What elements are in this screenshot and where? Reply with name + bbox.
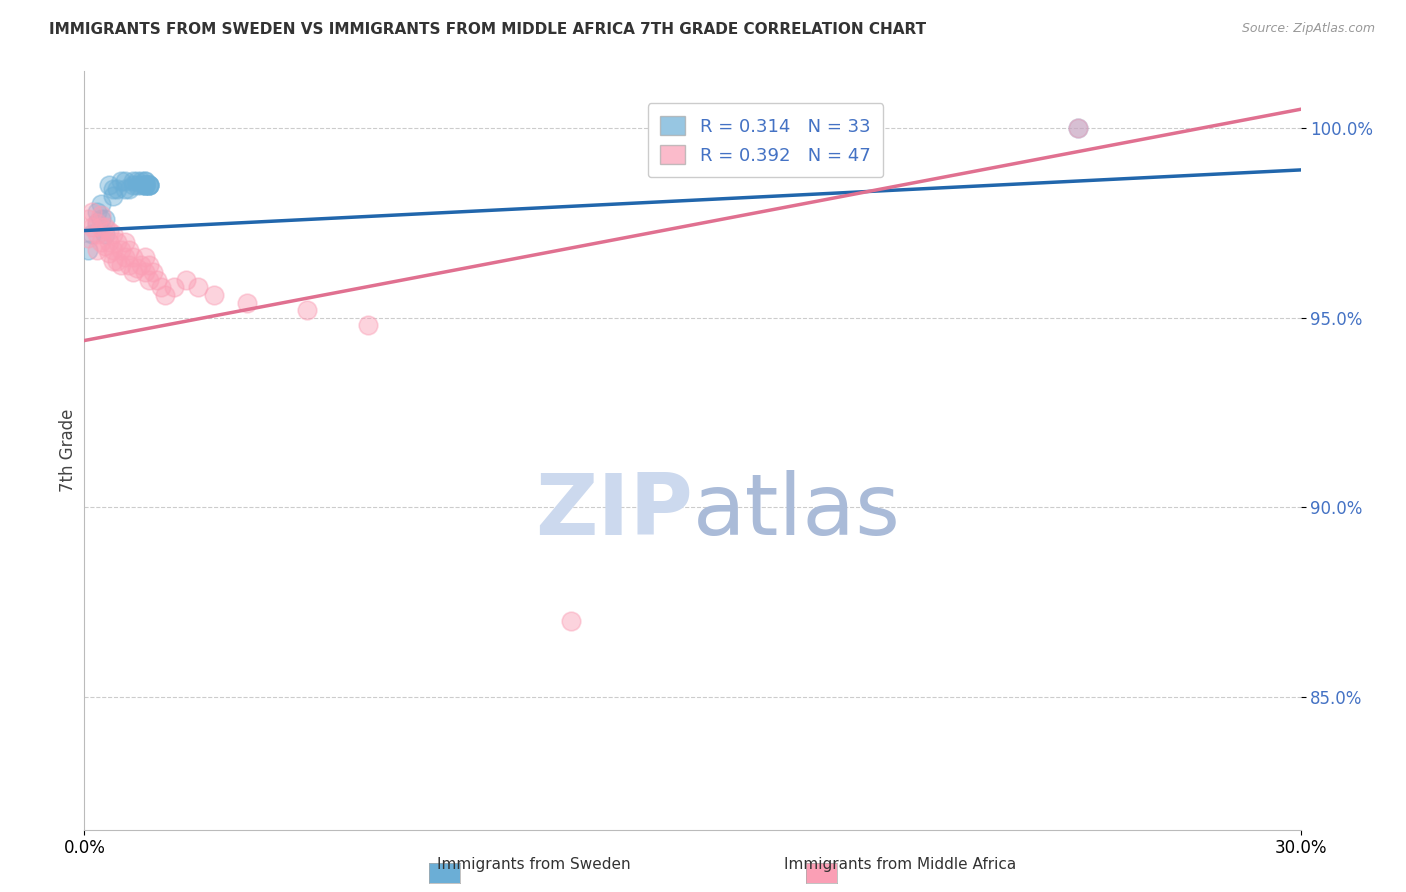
- Point: [125, 261, 148, 276]
- Point: [560, 614, 582, 628]
- Point: [90, 208, 112, 222]
- Point: [1066, 121, 1088, 136]
- Point: [118, 243, 141, 257]
- Point: [105, 253, 128, 268]
- Point: [138, 178, 160, 192]
- Point: [122, 265, 145, 279]
- Point: [90, 219, 112, 234]
- Point: [93, 227, 115, 242]
- Legend: R = 0.314   N = 33, R = 0.392   N = 47: R = 0.314 N = 33, R = 0.392 N = 47: [648, 103, 883, 178]
- Point: [114, 174, 136, 188]
- Point: [138, 178, 160, 192]
- Point: [138, 178, 160, 192]
- Point: [142, 265, 165, 279]
- Point: [86, 204, 108, 219]
- Point: [129, 258, 152, 272]
- Point: [134, 250, 156, 264]
- Point: [134, 178, 156, 192]
- Point: [118, 182, 141, 196]
- Point: [187, 280, 209, 294]
- Point: [77, 212, 100, 227]
- Point: [77, 231, 100, 245]
- Point: [97, 178, 120, 192]
- Text: Immigrants from Middle Africa: Immigrants from Middle Africa: [783, 857, 1017, 872]
- Point: [150, 280, 173, 294]
- Point: [202, 288, 225, 302]
- Point: [114, 235, 136, 249]
- Point: [86, 243, 108, 257]
- Point: [138, 258, 160, 272]
- Point: [146, 273, 169, 287]
- Point: [134, 174, 156, 188]
- Point: [93, 219, 115, 234]
- Point: [138, 178, 160, 192]
- Point: [122, 174, 145, 188]
- Point: [90, 197, 112, 211]
- Point: [134, 178, 156, 192]
- Point: [105, 235, 128, 249]
- Point: [110, 243, 132, 257]
- Point: [134, 178, 156, 192]
- Point: [97, 235, 120, 249]
- Point: [101, 189, 124, 203]
- Point: [134, 178, 156, 192]
- Point: [134, 174, 156, 188]
- Point: [118, 258, 141, 272]
- Point: [129, 178, 152, 192]
- Text: atlas: atlas: [693, 469, 900, 553]
- Point: [297, 303, 319, 318]
- Point: [101, 227, 124, 242]
- Point: [97, 223, 120, 237]
- Text: ZIP: ZIP: [534, 469, 693, 553]
- Point: [129, 174, 152, 188]
- Text: IMMIGRANTS FROM SWEDEN VS IMMIGRANTS FROM MIDDLE AFRICA 7TH GRADE CORRELATION CH: IMMIGRANTS FROM SWEDEN VS IMMIGRANTS FRO…: [49, 22, 927, 37]
- Point: [155, 288, 177, 302]
- Point: [134, 265, 156, 279]
- Point: [357, 318, 380, 333]
- Point: [82, 204, 104, 219]
- Point: [93, 238, 115, 252]
- Point: [125, 174, 148, 188]
- Point: [1066, 121, 1088, 136]
- Point: [101, 243, 124, 257]
- Point: [90, 235, 112, 249]
- Point: [125, 178, 148, 192]
- Point: [138, 273, 160, 287]
- Point: [101, 253, 124, 268]
- Point: [105, 182, 128, 196]
- Point: [86, 227, 108, 242]
- Point: [101, 182, 124, 196]
- Point: [93, 212, 115, 227]
- Point: [174, 273, 197, 287]
- Text: Immigrants from Sweden: Immigrants from Sweden: [437, 857, 631, 872]
- Point: [235, 295, 257, 310]
- Point: [122, 178, 145, 192]
- Y-axis label: 7th Grade: 7th Grade: [59, 409, 77, 492]
- Point: [110, 258, 132, 272]
- Point: [114, 250, 136, 264]
- Point: [82, 227, 104, 242]
- Point: [162, 280, 184, 294]
- Point: [77, 243, 100, 257]
- Point: [114, 182, 136, 196]
- Point: [82, 219, 104, 234]
- Point: [110, 174, 132, 188]
- Point: [122, 250, 145, 264]
- Point: [86, 216, 108, 230]
- Point: [86, 216, 108, 230]
- Point: [90, 212, 112, 227]
- Text: Source: ZipAtlas.com: Source: ZipAtlas.com: [1241, 22, 1375, 36]
- Point: [97, 246, 120, 260]
